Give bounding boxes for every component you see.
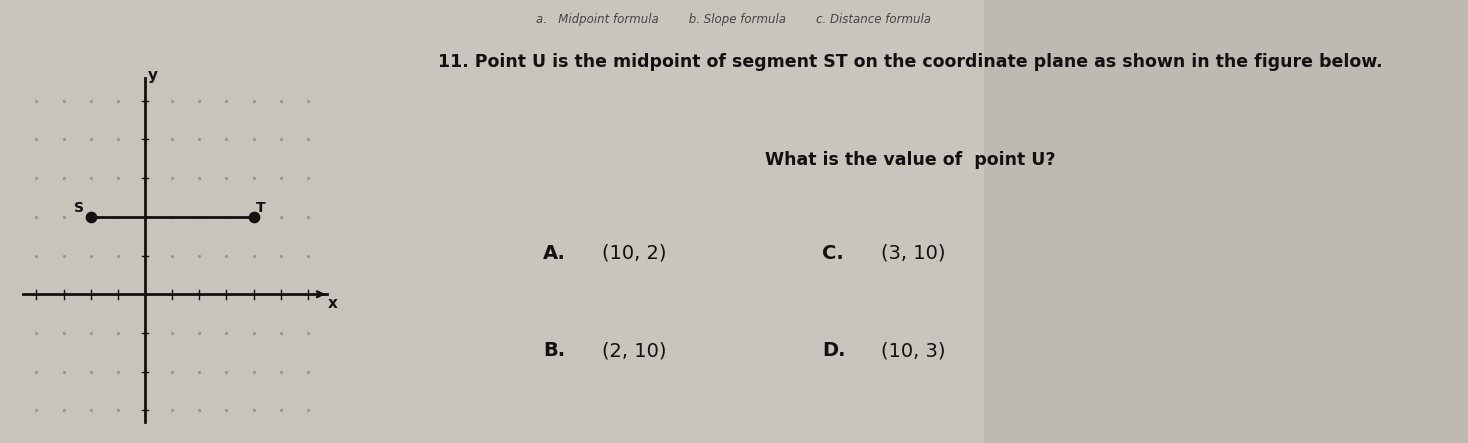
Text: A.: A.	[543, 244, 567, 263]
Text: (10, 2): (10, 2)	[602, 244, 666, 263]
FancyBboxPatch shape	[984, 0, 1468, 443]
Text: y: y	[148, 68, 159, 83]
Text: What is the value of  point U?: What is the value of point U?	[765, 151, 1055, 169]
Text: S: S	[73, 201, 84, 215]
Text: (2, 10): (2, 10)	[602, 341, 666, 360]
Text: B.: B.	[543, 341, 565, 360]
Text: T: T	[257, 201, 266, 215]
Point	[79, 213, 103, 220]
Text: D.: D.	[822, 341, 846, 360]
Text: x: x	[327, 296, 338, 311]
Text: C.: C.	[822, 244, 844, 263]
Text: a.   Midpoint formula        b. Slope formula        c. Distance formula: a. Midpoint formula b. Slope formula c. …	[536, 13, 932, 26]
Point	[242, 213, 266, 220]
Text: (10, 3): (10, 3)	[881, 341, 945, 360]
FancyBboxPatch shape	[374, 0, 984, 443]
Text: 11. Point U is the midpoint of segment ST on the coordinate plane as shown in th: 11. Point U is the midpoint of segment S…	[437, 53, 1383, 71]
Text: (3, 10): (3, 10)	[881, 244, 945, 263]
